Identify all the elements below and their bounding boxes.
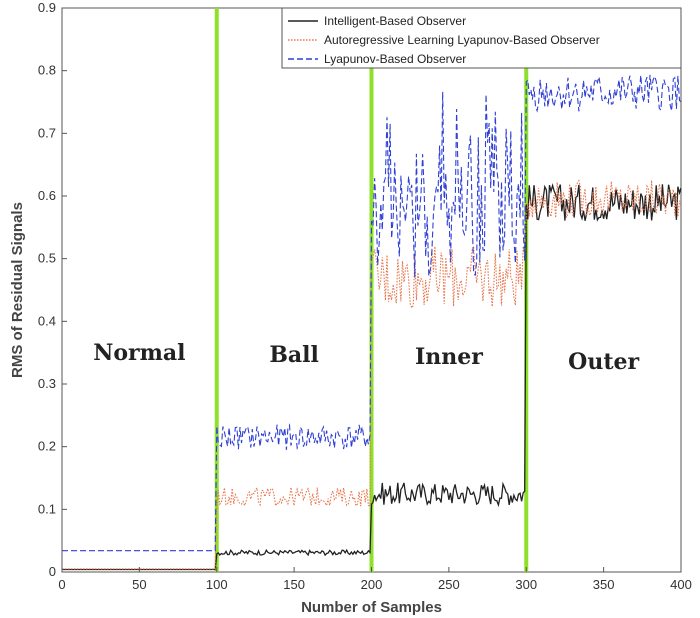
- x-tick-label-6: 300: [515, 577, 537, 592]
- region-label-inner: Inner: [415, 344, 483, 370]
- y-tick-label-5: 0.5: [38, 251, 56, 266]
- series-line-1: [62, 183, 682, 571]
- x-tick-label-8: 400: [670, 577, 692, 592]
- x-tick-label-2: 100: [206, 577, 228, 592]
- axes: 0 50 100 150 200 250 300 350 400 0 0.1 0.2 0.3 0.4 0.5…: [38, 0, 692, 592]
- y-tick-label-1: 0.1: [38, 501, 56, 516]
- y-tick-label-6: 0.6: [38, 188, 56, 203]
- x-tick-label-5: 250: [438, 577, 460, 592]
- legend: Intelligent-Based Observer Autoregressive…: [281, 7, 682, 69]
- y-tick-label-0: 0: [49, 564, 56, 579]
- legend-box: [281, 7, 682, 69]
- series-line-3: [62, 74, 682, 552]
- x-axis-label: Number of Samples: [301, 599, 442, 616]
- legend-label-3: Lyapunov-Based Observer: [324, 52, 466, 66]
- y-tick-label-3: 0.3: [38, 376, 56, 391]
- y-tick-label-4: 0.4: [38, 313, 56, 328]
- x-tick-label-7: 350: [593, 577, 615, 592]
- region-label-normal: Normal: [93, 340, 185, 366]
- y-tick-label-7: 0.7: [38, 125, 56, 140]
- region-label-outer: Outer: [568, 349, 639, 375]
- x-tick-label-1: 50: [132, 577, 146, 592]
- y-tick-label-9: 0.9: [38, 0, 56, 15]
- series-lines: [62, 74, 682, 571]
- region-labels: Normal Ball Inner Outer: [93, 340, 639, 375]
- y-tick-label-2: 0.2: [38, 439, 56, 454]
- legend-label-1: Intelligent-Based Observer: [324, 14, 466, 28]
- x-tick-label-3: 150: [283, 577, 305, 592]
- y-axis-label: RMS of Residual Signals: [9, 202, 26, 378]
- region-label-ball: Ball: [269, 342, 319, 368]
- x-tick-label-4: 200: [361, 577, 383, 592]
- y-tick-label-8: 0.8: [38, 63, 56, 78]
- x-tick-label-0: 0: [58, 577, 65, 592]
- legend-label-2: Autoregressive Learning Lyapunov-Based O…: [324, 33, 600, 47]
